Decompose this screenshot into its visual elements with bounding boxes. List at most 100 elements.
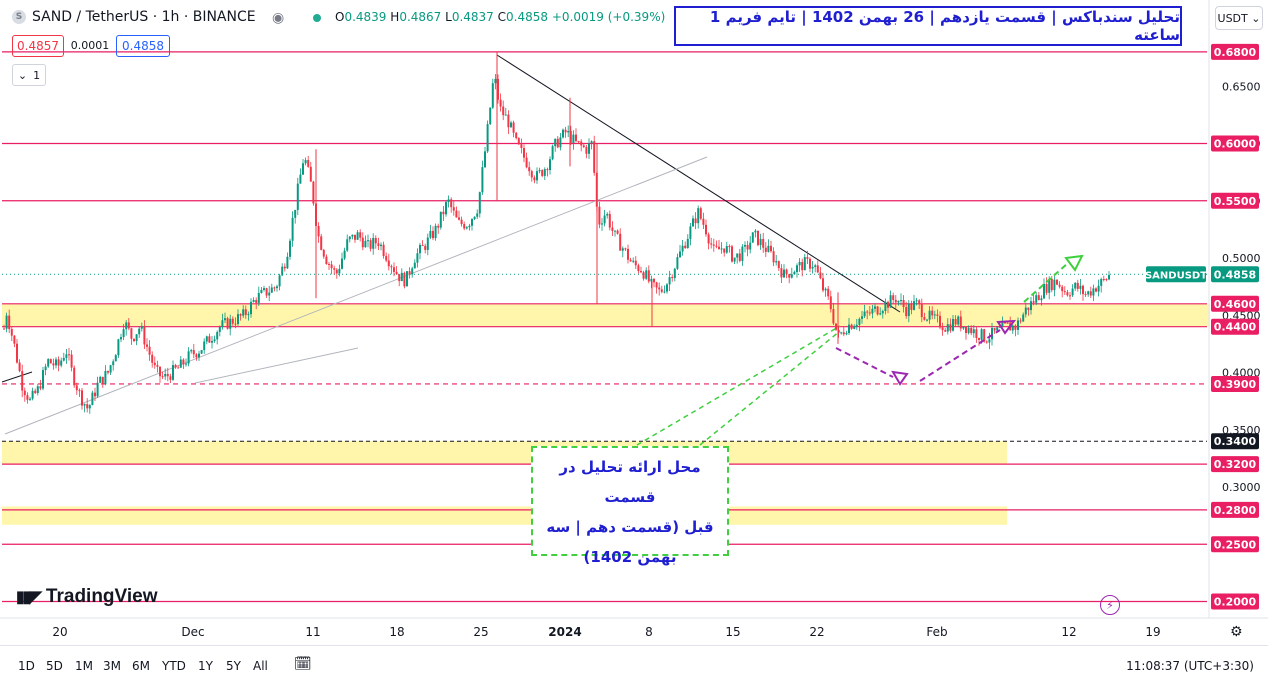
- candle-body: [814, 265, 817, 267]
- last-price-tag[interactable]: [1211, 266, 1259, 283]
- level-price-tag[interactable]: [1211, 593, 1259, 610]
- candle-body: [780, 268, 783, 278]
- candle-body: [1095, 288, 1097, 292]
- candle-body: [374, 237, 377, 244]
- symbol-title[interactable]: SAND / TetherUS · 1h · BINANCE: [32, 9, 256, 25]
- level-price-tag[interactable]: [1211, 318, 1259, 335]
- candle-body: [723, 248, 726, 253]
- support-zone[interactable]: [2, 506, 1007, 525]
- level-price-tag[interactable]: [1211, 375, 1259, 392]
- range-1d[interactable]: 1D: [18, 659, 35, 673]
- candle-body: [361, 237, 364, 248]
- candle-body: [195, 354, 198, 358]
- candle-body: [151, 354, 154, 363]
- level-price-tag[interactable]: [1211, 536, 1259, 553]
- level-price-tag[interactable]: [1211, 433, 1259, 450]
- candle-body: [572, 134, 575, 144]
- level-price-tag[interactable]: [1211, 295, 1259, 312]
- candle-body: [902, 300, 905, 308]
- candle-body: [926, 319, 928, 321]
- candle-body: [783, 269, 785, 278]
- candle-body: [520, 144, 523, 149]
- candle-body: [866, 311, 869, 313]
- candle-body: [88, 405, 91, 409]
- level-price-tag[interactable]: [1211, 456, 1259, 473]
- candle-body: [419, 244, 421, 254]
- candle-body: [359, 232, 362, 238]
- candle-body: [918, 300, 921, 305]
- currency-selector[interactable]: USDT ⌄: [1215, 6, 1263, 30]
- candle-body: [70, 354, 73, 368]
- candle-body: [39, 386, 42, 389]
- candle-body: [182, 359, 185, 365]
- candle-body: [1056, 279, 1058, 285]
- candle-body: [1006, 322, 1009, 324]
- candle-body: [775, 261, 778, 263]
- sell-price-button[interactable]: 0.4857: [12, 35, 64, 57]
- candle-body: [117, 339, 120, 356]
- candle-body: [900, 300, 902, 302]
- tradingview-logo[interactable]: ▮▮◤ TradingView: [16, 586, 158, 607]
- candle-body: [991, 328, 993, 340]
- trendline-gray[interactable]: [4, 156, 708, 435]
- level-price-tag-label: 0.4400: [1214, 321, 1257, 334]
- range-5d[interactable]: 5D: [46, 659, 63, 673]
- candle-body: [1092, 288, 1095, 296]
- level-price-tag[interactable]: [1211, 192, 1259, 209]
- candle-body: [606, 213, 609, 216]
- candle-body: [1011, 325, 1014, 331]
- candle-body: [447, 199, 450, 202]
- range-5y[interactable]: 5Y: [226, 659, 241, 673]
- range-ytd[interactable]: YTD: [162, 659, 186, 673]
- range-1m[interactable]: 1M: [75, 659, 93, 673]
- candle-body: [36, 386, 39, 394]
- green-pointer-2: [699, 330, 841, 446]
- candle-body: [920, 304, 923, 318]
- candle-body: [965, 326, 967, 334]
- lightning-icon[interactable]: ⚡: [1100, 595, 1120, 615]
- candle-body: [18, 362, 21, 372]
- candle-body: [686, 238, 689, 248]
- candle-body: [751, 232, 754, 243]
- candle-body: [83, 404, 86, 406]
- candle-body: [957, 316, 960, 325]
- level-price-tag[interactable]: [1211, 501, 1259, 518]
- range-6m[interactable]: 6M: [132, 659, 150, 673]
- candle-body: [967, 327, 970, 334]
- trendline-gray-lower[interactable]: [194, 347, 359, 384]
- range-all[interactable]: All: [253, 659, 268, 673]
- candle-body: [273, 287, 276, 289]
- support-zone[interactable]: [2, 441, 1007, 465]
- symbol-header[interactable]: S SAND / TetherUS · 1h · BINANCE: [12, 9, 256, 25]
- trendline-black-left[interactable]: [1, 371, 33, 383]
- range-1y[interactable]: 1Y: [198, 659, 213, 673]
- candle-body: [260, 289, 263, 293]
- buy-price-button[interactable]: 0.4858: [116, 35, 170, 57]
- candle-body: [941, 327, 944, 331]
- trendline-upper[interactable]: [496, 54, 901, 313]
- calendar-icon[interactable]: 🗓: [294, 656, 312, 672]
- clock-timezone[interactable]: 11:08:37 (UTC+3:30): [1126, 659, 1254, 673]
- candle-body: [148, 346, 151, 355]
- candle-body: [660, 289, 663, 292]
- candle-body: [312, 181, 315, 204]
- candle-body: [99, 376, 102, 383]
- candle-body: [590, 141, 593, 144]
- candle-body: [824, 288, 827, 291]
- level-price-tag[interactable]: [1211, 135, 1259, 152]
- tradingview-logo-icon: ▮▮◤: [16, 589, 42, 606]
- candle-body: [632, 260, 635, 262]
- candle-body: [346, 239, 349, 251]
- level-price-tag[interactable]: [1211, 43, 1259, 60]
- candle-body: [1061, 286, 1064, 292]
- candle-body: [478, 192, 481, 214]
- candle-body: [42, 370, 44, 389]
- candle-body: [944, 330, 947, 332]
- indicators-collapse-button[interactable]: ⌄ 1: [12, 64, 46, 86]
- candle-body: [510, 122, 512, 128]
- candle-body: [811, 266, 814, 269]
- candle-body: [226, 318, 229, 329]
- gear-icon[interactable]: ⚙: [1230, 624, 1243, 640]
- range-3m[interactable]: 3M: [103, 659, 121, 673]
- eye-icon[interactable]: ◉: [272, 10, 285, 26]
